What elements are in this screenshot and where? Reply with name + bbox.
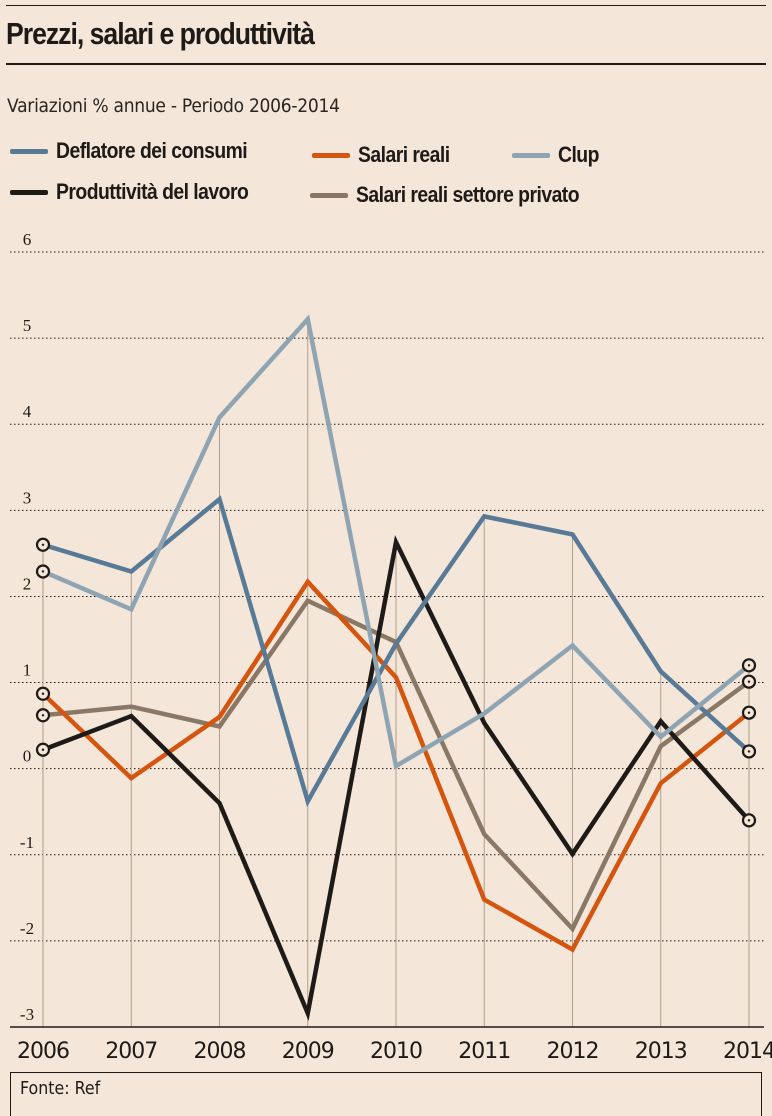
- legend-label: Salari reali: [358, 142, 450, 167]
- series-line-salari-reali: [41, 578, 751, 953]
- chart-subtitle: Variazioni % annue - Periodo 2006-2014: [7, 95, 340, 117]
- y-tick-label: 0: [23, 747, 32, 766]
- endpoint-marker-dot: [747, 680, 751, 683]
- legend-item-produttivita: Produttività del lavoro: [10, 179, 274, 205]
- x-tick-label: 2009: [282, 1039, 334, 1064]
- endpoint-marker-dot: [747, 664, 751, 667]
- legend-item-clup: Clup: [512, 142, 604, 168]
- legend-label: Deflatore dei consumi: [56, 138, 248, 163]
- y-tick-label: -2: [20, 919, 34, 938]
- y-tick-label: 5: [23, 316, 32, 335]
- endpoint-marker-dot: [41, 748, 45, 751]
- x-tick-label: 2007: [105, 1039, 157, 1064]
- x-tick-label: 2012: [547, 1039, 599, 1064]
- legend-label: Clup: [558, 142, 599, 167]
- source-box: [10, 1072, 762, 1116]
- series-line-produttivit-del-lavoro: [42, 535, 751, 1022]
- x-tick-label: 2011: [458, 1039, 510, 1064]
- chart-title: Prezzi, salari e produttività: [6, 16, 315, 51]
- legend-swatch: [312, 152, 350, 158]
- legend-item-salari-privato: Salari reali settore privato: [310, 182, 609, 208]
- y-tick-label: 2: [23, 574, 32, 593]
- legend-item-salari-reali: Salari reali: [312, 142, 462, 168]
- endpoint-marker-dot: [747, 750, 751, 753]
- endpoint-marker-dot: [747, 711, 751, 714]
- y-tick-label: -1: [20, 833, 34, 852]
- x-tick-label: 2006: [17, 1039, 69, 1064]
- legend-item-deflatore: Deflatore dei consumi: [10, 138, 273, 164]
- y-tick-label: 6: [23, 230, 32, 249]
- top-rule: [6, 5, 766, 6]
- x-tick-label: 2013: [635, 1039, 687, 1064]
- x-tick-label: 2008: [194, 1039, 246, 1064]
- x-tick-label: 2014: [723, 1039, 772, 1064]
- endpoint-marker-dot: [41, 570, 45, 573]
- endpoint-marker-dot: [41, 714, 45, 717]
- y-tick-label: -3: [20, 1005, 34, 1024]
- source-note: Fonte: Ref: [20, 1078, 101, 1099]
- y-tick-label: 1: [23, 661, 32, 680]
- y-tick-label: 4: [23, 402, 32, 421]
- x-tick-label: 2010: [370, 1039, 422, 1064]
- legend-swatch: [512, 152, 550, 158]
- legend-swatch: [10, 148, 48, 154]
- legend-swatch: [310, 192, 348, 198]
- endpoint-marker-dot: [747, 819, 751, 822]
- legend-label: Salari reali settore privato: [356, 182, 580, 207]
- endpoint-marker-dot: [41, 543, 45, 546]
- y-tick-label: 3: [23, 488, 32, 507]
- title-rule: [6, 63, 766, 65]
- series-line-clup: [42, 314, 751, 770]
- legend-label: Produttività del lavoro: [56, 179, 249, 204]
- legend-swatch: [10, 189, 48, 195]
- endpoint-marker-dot: [41, 692, 45, 695]
